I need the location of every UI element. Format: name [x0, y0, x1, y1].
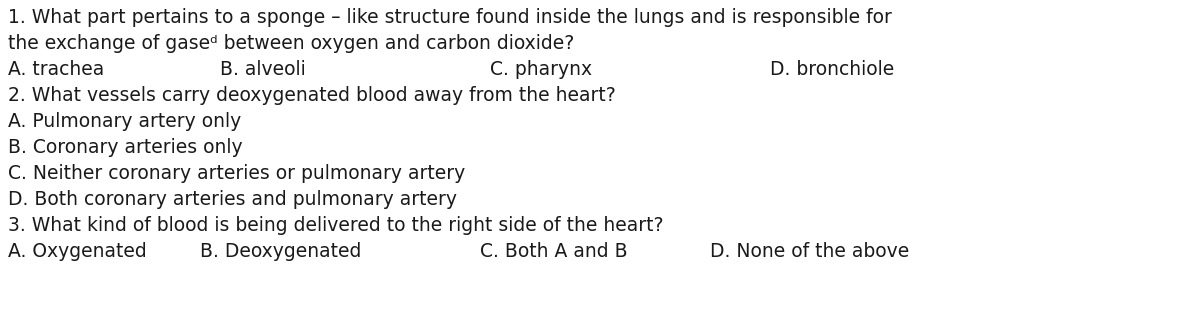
Text: C. Neither coronary arteries or pulmonary artery: C. Neither coronary arteries or pulmonar… [8, 164, 466, 183]
Text: B. Deoxygenated: B. Deoxygenated [200, 242, 361, 261]
Text: B. Coronary arteries only: B. Coronary arteries only [8, 138, 242, 157]
Text: 2. What vessels carry deoxygenated blood away from the heart?: 2. What vessels carry deoxygenated blood… [8, 86, 616, 105]
Text: D. None of the above: D. None of the above [710, 242, 910, 261]
Text: the exchange of gaseᵈ between oxygen and carbon dioxide?: the exchange of gaseᵈ between oxygen and… [8, 34, 575, 53]
Text: A. Oxygenated: A. Oxygenated [8, 242, 146, 261]
Text: B. alveoli: B. alveoli [220, 60, 306, 79]
Text: D. bronchiole: D. bronchiole [770, 60, 894, 79]
Text: A. Pulmonary artery only: A. Pulmonary artery only [8, 112, 241, 131]
Text: C. Both A and B: C. Both A and B [480, 242, 628, 261]
Text: C. pharynx: C. pharynx [490, 60, 592, 79]
Text: 3. What kind of blood is being delivered to the right side of the heart?: 3. What kind of blood is being delivered… [8, 216, 664, 235]
Text: 1. What part pertains to a sponge – like structure found inside the lungs and is: 1. What part pertains to a sponge – like… [8, 8, 892, 27]
Text: D. Both coronary arteries and pulmonary artery: D. Both coronary arteries and pulmonary … [8, 190, 457, 209]
Text: A. trachea: A. trachea [8, 60, 104, 79]
